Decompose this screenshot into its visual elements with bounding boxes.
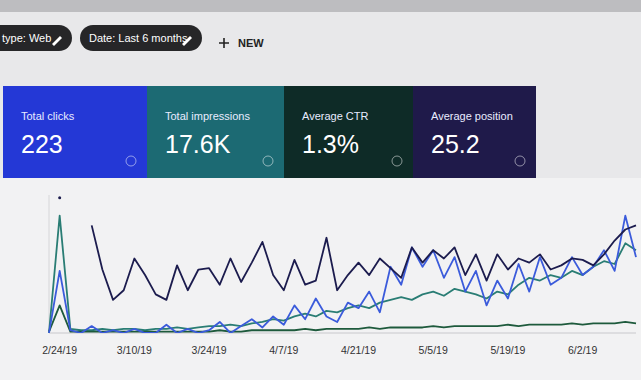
line-point — [58, 196, 61, 199]
x-tick-label: 2/24/19 — [42, 344, 77, 356]
help-icon[interactable] — [515, 156, 525, 166]
pill-label[interactable]: type: Web — [2, 32, 51, 44]
x-tick-label: 6/2/19 — [568, 344, 597, 356]
x-tick-label: 4/7/19 — [269, 344, 298, 356]
pill-label[interactable]: Date: Last 6 months — [89, 32, 188, 44]
metric-card[interactable]: Total impressions 17.6K — [147, 86, 284, 178]
new-button[interactable]: NEW — [219, 37, 264, 49]
card-label: Average CTR — [302, 110, 368, 122]
card-label: Average position — [431, 110, 513, 122]
new-label[interactable]: NEW — [238, 37, 264, 49]
filter-pill[interactable]: type: Web — [0, 25, 72, 51]
screen-edge — [0, 0, 641, 12]
plot-area — [49, 196, 636, 333]
x-tick-label: 5/19/19 — [490, 344, 525, 356]
pill-bg[interactable] — [0, 25, 72, 51]
x-axis-line — [49, 333, 636, 334]
background — [0, 0, 641, 380]
y-axis-line — [49, 195, 50, 333]
filter-pill[interactable]: Date: Last 6 months — [80, 25, 202, 51]
card-label: Total impressions — [165, 110, 250, 122]
metric-card[interactable]: Average position 25.2 — [413, 86, 536, 178]
line — [49, 216, 636, 333]
series — [58, 196, 636, 300]
plus-icon[interactable] — [219, 38, 229, 48]
line — [49, 216, 636, 333]
pill-bg[interactable] — [80, 25, 202, 51]
metric-card[interactable]: Average CTR 1.3% — [284, 86, 413, 178]
chart-panel — [0, 178, 641, 380]
help-icon[interactable] — [392, 156, 402, 166]
page: type: Web Date: Last 6 months NEW Total cli… — [0, 0, 641, 380]
card-value: 1.3% — [302, 130, 359, 158]
card-value: 17.6K — [165, 130, 231, 158]
card-value: 25.2 — [431, 130, 480, 158]
line — [49, 305, 636, 331]
series — [49, 216, 636, 333]
series — [49, 216, 636, 333]
help-icon[interactable] — [126, 156, 136, 166]
pencil-icon[interactable] — [52, 36, 62, 46]
card-bg[interactable] — [413, 86, 536, 178]
card-value: 223 — [21, 130, 63, 158]
x-tick-label: 4/21/19 — [341, 344, 376, 356]
series — [49, 305, 636, 331]
card-bg[interactable] — [147, 86, 284, 178]
card-bg[interactable] — [284, 86, 413, 178]
x-tick-label: 3/24/19 — [192, 344, 227, 356]
help-icon[interactable] — [263, 156, 273, 166]
pencil-icon[interactable] — [182, 36, 192, 46]
card-label: Total clicks — [21, 110, 75, 122]
line — [92, 225, 636, 300]
x-tick-label: 3/10/19 — [117, 344, 152, 356]
metric-card[interactable]: Total clicks 223 — [3, 86, 147, 178]
card-bg[interactable] — [3, 86, 147, 178]
x-tick-label: 5/5/19 — [419, 344, 448, 356]
